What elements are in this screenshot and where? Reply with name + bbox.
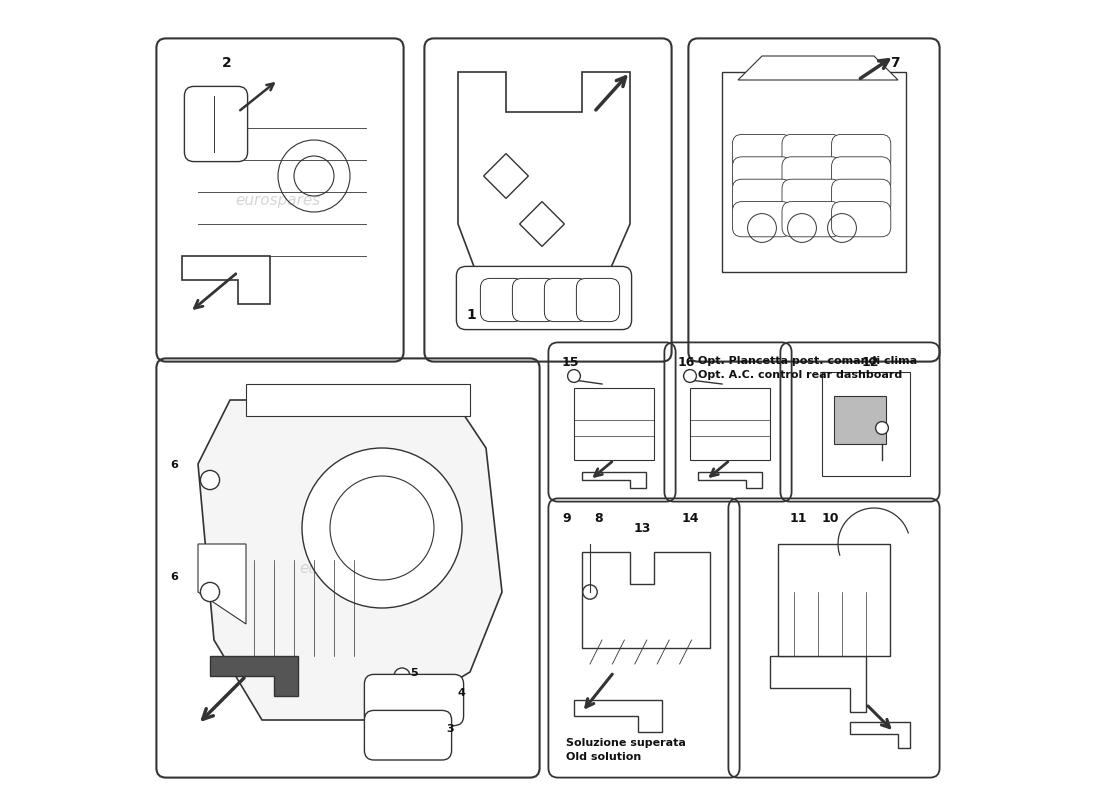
Polygon shape — [698, 472, 762, 488]
Text: 8: 8 — [594, 512, 603, 525]
Circle shape — [330, 476, 434, 580]
FancyBboxPatch shape — [544, 278, 587, 322]
Polygon shape — [778, 544, 890, 656]
FancyBboxPatch shape — [481, 278, 524, 322]
Text: eurospares: eurospares — [799, 631, 869, 645]
FancyBboxPatch shape — [733, 202, 792, 237]
FancyBboxPatch shape — [733, 157, 792, 192]
Text: 1: 1 — [466, 308, 475, 322]
Polygon shape — [246, 384, 470, 416]
Text: eurospares: eurospares — [299, 561, 385, 575]
Text: 2: 2 — [222, 56, 232, 70]
FancyBboxPatch shape — [782, 157, 842, 192]
FancyBboxPatch shape — [576, 278, 619, 322]
Text: 14: 14 — [682, 512, 700, 525]
Polygon shape — [582, 552, 710, 648]
FancyBboxPatch shape — [832, 134, 891, 170]
Circle shape — [876, 422, 889, 434]
Text: eurospares: eurospares — [697, 417, 759, 427]
Text: Opt. Plancetta post. comandi clima
Opt. A.C. control rear dashboard: Opt. Plancetta post. comandi clima Opt. … — [698, 356, 917, 380]
Text: 4: 4 — [458, 688, 466, 698]
Polygon shape — [770, 656, 866, 712]
Polygon shape — [850, 722, 910, 748]
FancyBboxPatch shape — [832, 157, 891, 192]
Polygon shape — [198, 544, 246, 624]
FancyBboxPatch shape — [456, 266, 631, 330]
FancyBboxPatch shape — [364, 674, 463, 726]
Polygon shape — [690, 388, 770, 460]
Circle shape — [394, 668, 410, 684]
Polygon shape — [210, 656, 298, 696]
Text: 5: 5 — [410, 668, 418, 678]
Bar — [834, 396, 886, 444]
Polygon shape — [574, 388, 654, 460]
FancyBboxPatch shape — [832, 202, 891, 237]
Text: eurospares: eurospares — [504, 169, 588, 183]
FancyBboxPatch shape — [782, 134, 842, 170]
Circle shape — [302, 448, 462, 608]
Polygon shape — [722, 72, 906, 272]
Polygon shape — [198, 400, 502, 720]
FancyBboxPatch shape — [782, 202, 842, 237]
Polygon shape — [519, 202, 564, 246]
Text: 6: 6 — [170, 572, 178, 582]
Polygon shape — [574, 700, 662, 732]
FancyBboxPatch shape — [733, 179, 792, 214]
Text: Soluzione superata
Old solution: Soluzione superata Old solution — [566, 738, 686, 762]
FancyBboxPatch shape — [364, 710, 452, 760]
Circle shape — [568, 370, 581, 382]
Polygon shape — [484, 154, 528, 198]
FancyBboxPatch shape — [733, 134, 792, 170]
Text: 3: 3 — [446, 724, 453, 734]
Text: 16: 16 — [678, 356, 695, 369]
Text: 13: 13 — [634, 522, 651, 535]
Polygon shape — [182, 256, 270, 304]
FancyBboxPatch shape — [513, 278, 556, 322]
Polygon shape — [738, 56, 898, 80]
Polygon shape — [458, 72, 630, 288]
Circle shape — [583, 585, 597, 599]
FancyBboxPatch shape — [782, 179, 842, 214]
Text: 10: 10 — [822, 512, 839, 525]
Text: 9: 9 — [562, 512, 571, 525]
Text: 6: 6 — [170, 460, 178, 470]
Text: eurospares: eurospares — [581, 417, 644, 427]
Text: eurospares: eurospares — [609, 631, 679, 645]
Circle shape — [200, 470, 220, 490]
Text: eurospares: eurospares — [235, 193, 320, 207]
Text: 15: 15 — [562, 356, 580, 369]
Text: 12: 12 — [862, 356, 880, 369]
Polygon shape — [822, 372, 910, 476]
Text: eurospares: eurospares — [768, 161, 852, 175]
Circle shape — [683, 370, 696, 382]
Text: 11: 11 — [790, 512, 807, 525]
Polygon shape — [582, 472, 646, 488]
FancyBboxPatch shape — [185, 86, 248, 162]
Text: eurospares: eurospares — [829, 417, 891, 427]
Circle shape — [200, 582, 220, 602]
Text: 7: 7 — [890, 56, 900, 70]
FancyBboxPatch shape — [832, 179, 891, 214]
